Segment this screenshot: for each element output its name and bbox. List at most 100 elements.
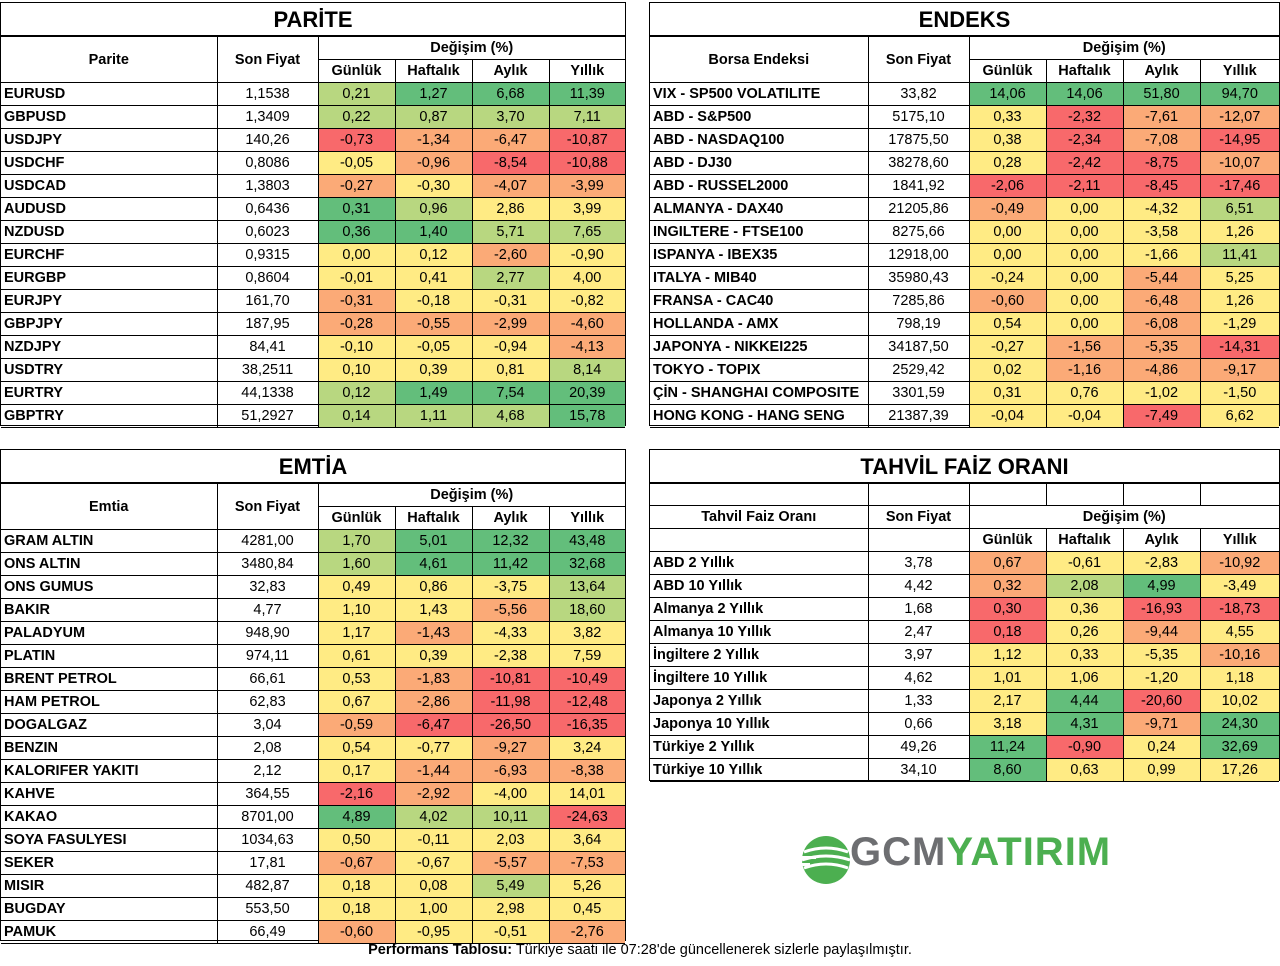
row-monthly: -16,93 (1122, 597, 1201, 621)
row-weekly: 0,96 (394, 197, 473, 221)
row-monthly: -9,44 (1122, 620, 1201, 644)
table-row: USDCAD 1,3803 -0,27 -0,30 -4,07 -3,99 (1, 174, 625, 198)
tahvil-col-name: Tahvil Faiz Oranı (650, 505, 869, 529)
row-daily: 0,10 (317, 358, 396, 382)
row-monthly: -7,49 (1122, 404, 1201, 428)
row-yearly: 17,26 (1199, 758, 1279, 782)
row-monthly: -5,56 (471, 598, 550, 622)
row-price: 4,42 (867, 574, 970, 598)
tahvil-col-weekly: Haftalık (1045, 528, 1124, 552)
table-row: NZDJPY 84,41 -0,10 -0,05 -0,94 -4,13 (1, 335, 625, 359)
table-row: İngiltere 2 Yıllık 3,97 1,12 0,33 -5,35 -10,1… (650, 643, 1279, 667)
parite-col-change: Değişim (%) (317, 36, 625, 60)
table-row: ÇİN - SHANGHAI COMPOSITE 3301,59 0,31 0,76-… (650, 381, 1279, 405)
row-weekly: 4,31 (1045, 712, 1124, 736)
row-yearly: 3,24 (548, 736, 625, 760)
row-monthly: -5,35 (1122, 335, 1201, 359)
row-price: 49,26 (867, 735, 970, 759)
row-price: 553,50 (216, 897, 319, 921)
footer-note: Performans Tablosu: Türkiye saati ile 07… (0, 942, 1280, 958)
row-name: GBPJPY (1, 312, 218, 336)
row-daily: 3,18 (968, 712, 1047, 736)
row-weekly: -1,44 (394, 759, 473, 783)
row-yearly: -9,17 (1199, 358, 1279, 382)
row-name: Türkiye 10 Yıllık (650, 758, 869, 782)
row-price: 1034,63 (216, 828, 319, 852)
row-weekly: -0,11 (394, 828, 473, 852)
row-monthly: -0,94 (471, 335, 550, 359)
row-price: 161,70 (216, 289, 319, 313)
table-row: EURTRY 44,1338 0,12 1,49 7,54 20,39 (1, 381, 625, 405)
row-name: GBPUSD (1, 105, 218, 129)
row-daily: 0,54 (968, 312, 1047, 336)
row-monthly: 2,03 (471, 828, 550, 852)
row-daily: 0,67 (317, 690, 396, 714)
row-weekly: 0,36 (1045, 597, 1124, 621)
row-yearly: -4,60 (548, 312, 625, 336)
row-weekly: -2,86 (394, 690, 473, 714)
row-price: 3,97 (867, 643, 970, 667)
row-daily: -2,16 (317, 782, 396, 806)
row-yearly: -4,13 (548, 335, 625, 359)
row-daily: -0,60 (317, 920, 396, 944)
row-name: EURUSD (1, 82, 218, 106)
table-row: GRAM ALTIN 4281,00 1,70 5,01 12,32 43,48 (1, 529, 625, 553)
row-weekly: 1,27 (394, 82, 473, 106)
row-weekly: 1,00 (394, 897, 473, 921)
row-weekly: 0,00 (1045, 266, 1124, 290)
row-name: USDCHF (1, 151, 218, 175)
row-yearly: 1,26 (1199, 289, 1279, 313)
table-row: Almanya 10 Yıllık 2,47 0,18 0,26 -9,44 4,55 (650, 620, 1279, 644)
row-daily: 0,31 (968, 381, 1047, 405)
footer-text: Türkiye saati ile 07:28'de güncellenerek… (512, 942, 912, 958)
row-price: 17,81 (216, 851, 319, 875)
row-name: KALORIFER YAKITI (1, 759, 218, 783)
row-price: 7285,86 (867, 289, 970, 313)
row-price: 482,87 (216, 874, 319, 898)
tahvil-panel: TAHVİL FAİZ ORANI Tahvil Faiz Oranı Son … (649, 449, 1280, 782)
row-price: 12918,00 (867, 243, 970, 267)
row-yearly: -10,16 (1199, 643, 1279, 667)
row-name: NZDUSD (1, 220, 218, 244)
row-daily: 2,17 (968, 689, 1047, 713)
row-daily: 0,50 (317, 828, 396, 852)
row-weekly: 0,26 (1045, 620, 1124, 644)
row-name: ABD - DJ30 (650, 151, 869, 175)
row-weekly: -2,11 (1045, 174, 1124, 198)
tahvil-col-change: Değişim (%) (968, 505, 1279, 529)
table-row: JAPONYA - NIKKEI225 34187,50 -0,27 -1,56 -5,… (650, 335, 1279, 359)
row-name: FRANSA - CAC40 (650, 289, 869, 313)
row-yearly: 3,82 (548, 621, 625, 645)
row-name: Japonya 2 Yıllık (650, 689, 869, 713)
tahvil-blank-2 (867, 483, 970, 506)
table-row: Japonya 2 Yıllık 1,33 2,17 4,44 -20,60 10,02 (650, 689, 1279, 713)
row-monthly: 4,99 (1122, 574, 1201, 598)
emtia-rows: GRAM ALTIN 4281,00 1,70 5,01 12,32 43,48 ONS A… (1, 529, 625, 944)
row-name: ÇİN - SHANGHAI COMPOSITE (650, 381, 869, 405)
row-name: PLATIN (1, 644, 218, 668)
endeks-col-yearly: Yıllık (1199, 59, 1279, 83)
row-weekly: -0,77 (394, 736, 473, 760)
row-price: 62,83 (216, 690, 319, 714)
row-yearly: 1,26 (1199, 220, 1279, 244)
logo-text: GCMYATIRIM (850, 830, 1111, 875)
row-yearly: 5,26 (548, 874, 625, 898)
row-price: 1,68 (867, 597, 970, 621)
row-weekly: 14,06 (1045, 82, 1124, 106)
row-name: ABD 2 Yıllık (650, 551, 869, 575)
row-yearly: 4,55 (1199, 620, 1279, 644)
row-yearly: -10,07 (1199, 151, 1279, 175)
row-name: İngiltere 2 Yıllık (650, 643, 869, 667)
row-daily: 0,28 (968, 151, 1047, 175)
row-weekly: -1,16 (1045, 358, 1124, 382)
tahvil-blank-7 (650, 528, 869, 552)
row-weekly: -1,34 (394, 128, 473, 152)
row-yearly: 3,64 (548, 828, 625, 852)
table-row: Türkiye 2 Yıllık 49,26 11,24 -0,90 0,24 32,69 (650, 735, 1279, 759)
row-name: JAPONYA - NIKKEI225 (650, 335, 869, 359)
row-yearly: 13,64 (548, 575, 625, 599)
row-price: 8701,00 (216, 805, 319, 829)
row-name: ABD - NASDAQ100 (650, 128, 869, 152)
row-price: 1841,92 (867, 174, 970, 198)
table-row: NZDUSD 0,6023 0,36 1,40 5,71 7,65 (1, 220, 625, 244)
